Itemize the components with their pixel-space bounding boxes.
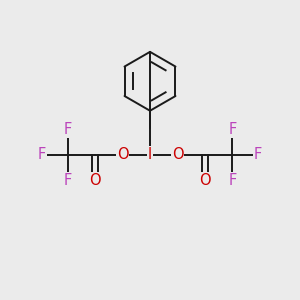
Text: F: F: [228, 122, 237, 137]
Text: F: F: [63, 122, 72, 137]
Text: F: F: [228, 173, 237, 188]
Text: F: F: [254, 147, 262, 162]
Text: O: O: [117, 147, 128, 162]
Text: I: I: [148, 147, 152, 162]
Text: O: O: [172, 147, 183, 162]
Text: F: F: [38, 147, 46, 162]
Text: F: F: [63, 173, 72, 188]
Text: O: O: [89, 173, 101, 188]
Text: O: O: [199, 173, 211, 188]
